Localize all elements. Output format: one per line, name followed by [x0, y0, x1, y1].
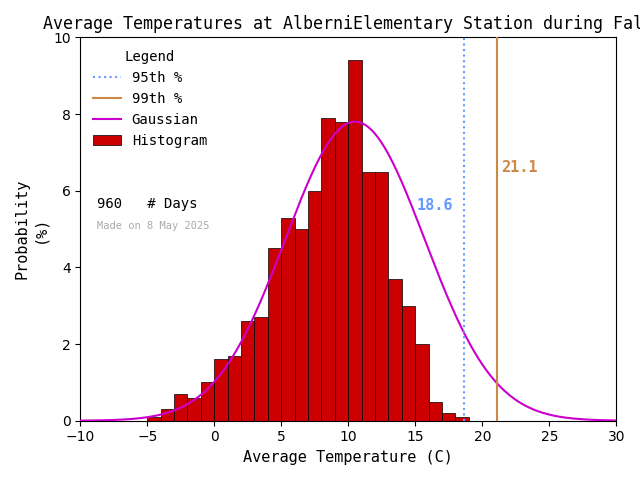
- Bar: [294, 229, 308, 421]
- Bar: [456, 417, 469, 421]
- Bar: [321, 118, 335, 421]
- Bar: [255, 317, 268, 421]
- X-axis label: Average Temperature (C): Average Temperature (C): [243, 450, 453, 465]
- Bar: [375, 171, 388, 421]
- Bar: [147, 417, 161, 421]
- Bar: [174, 394, 188, 421]
- Bar: [241, 321, 255, 421]
- Bar: [282, 217, 294, 421]
- Legend: 95th %, 99th %, Gaussian, Histogram: 95th %, 99th %, Gaussian, Histogram: [87, 44, 212, 153]
- Bar: [201, 383, 214, 421]
- Bar: [442, 413, 456, 421]
- Text: 21.1: 21.1: [501, 159, 538, 175]
- Bar: [214, 360, 228, 421]
- Bar: [308, 191, 321, 421]
- Bar: [268, 248, 282, 421]
- Bar: [161, 409, 174, 421]
- Bar: [228, 356, 241, 421]
- Bar: [388, 279, 402, 421]
- Bar: [348, 60, 362, 421]
- Y-axis label: Probability
(%): Probability (%): [15, 179, 47, 279]
- Bar: [362, 171, 375, 421]
- Bar: [415, 344, 429, 421]
- Bar: [429, 402, 442, 421]
- Bar: [188, 398, 201, 421]
- Text: 18.6: 18.6: [417, 198, 453, 213]
- Text: Made on 8 May 2025: Made on 8 May 2025: [97, 221, 210, 231]
- Bar: [335, 121, 348, 421]
- Bar: [402, 306, 415, 421]
- Title: Average Temperatures at AlberniElementary Station during Fall: Average Temperatures at AlberniElementar…: [44, 15, 640, 33]
- Text: 960   # Days: 960 # Days: [97, 197, 198, 211]
